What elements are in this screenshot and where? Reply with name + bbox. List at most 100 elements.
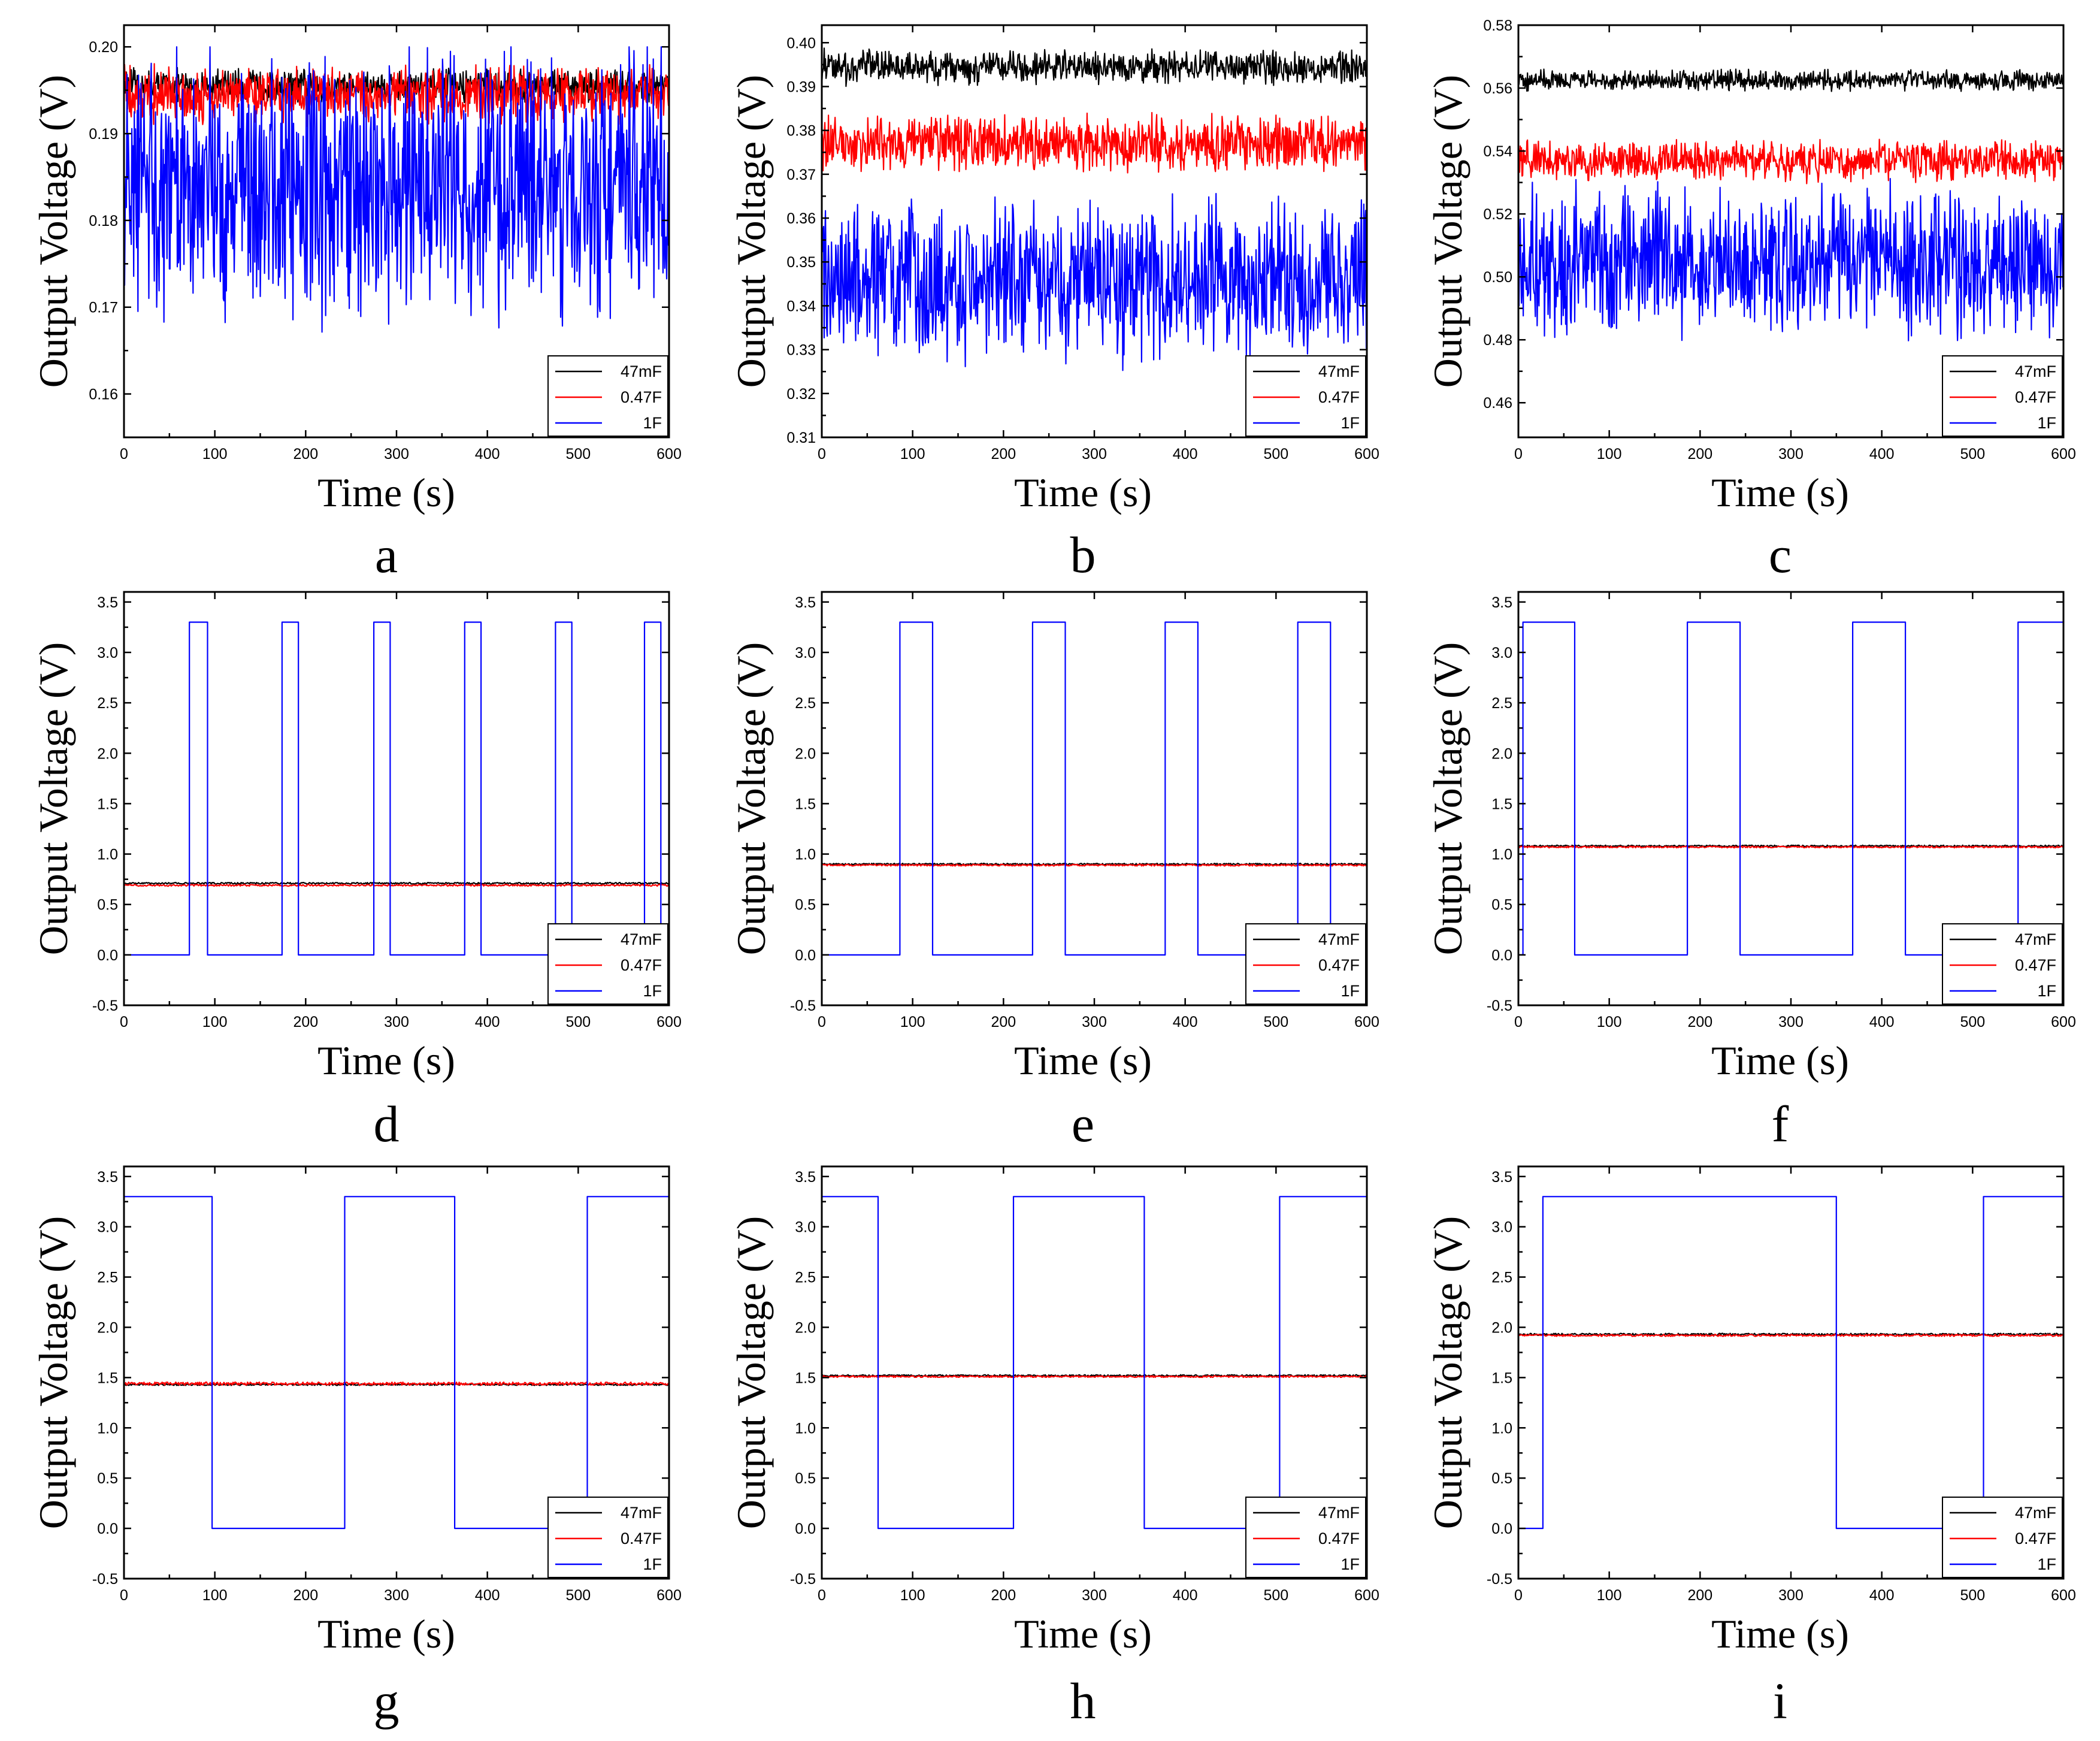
x-tick-label: 0 bbox=[120, 1587, 128, 1604]
x-tick-label: 200 bbox=[1687, 1014, 1712, 1030]
x-tick-label: 500 bbox=[565, 1014, 591, 1030]
panel-label: g bbox=[374, 1672, 400, 1730]
chart-panel-d: 0 100 200 300 400 500 600 -0.5 0.0 0.5 1.0 1.5 2.0 2.… bbox=[31, 591, 682, 1153]
x-tick-label: 100 bbox=[1597, 446, 1622, 463]
y-tick-label: 3.5 bbox=[795, 1169, 816, 1186]
legend-label: 1F bbox=[1341, 1555, 1360, 1573]
x-tick-label: 400 bbox=[475, 446, 500, 463]
x-tick-label: 400 bbox=[1869, 1587, 1895, 1604]
x-axis-label: Time (s) bbox=[1711, 1038, 1849, 1083]
x-tick-label: 0 bbox=[120, 446, 128, 463]
y-axis-label: Output Voltage (V) bbox=[728, 642, 774, 956]
series-line-1F bbox=[1518, 1196, 2063, 1530]
x-tick-label: 200 bbox=[293, 1587, 318, 1604]
legend-label: 1F bbox=[643, 982, 662, 1000]
x-tick-label: 300 bbox=[1778, 1014, 1804, 1030]
x-axis-label: Time (s) bbox=[1711, 1611, 1849, 1657]
y-tick-label: 0.18 bbox=[89, 213, 118, 229]
x-tick-label: 0 bbox=[1514, 446, 1523, 463]
y-tick-label: 1.5 bbox=[795, 1370, 816, 1386]
x-axis-label: Time (s) bbox=[317, 470, 455, 515]
series-line-0p47F bbox=[821, 111, 1368, 174]
x-tick-label: 300 bbox=[1778, 1587, 1804, 1604]
x-tick-label: 300 bbox=[1778, 446, 1804, 463]
y-tick-label: 0.5 bbox=[1491, 897, 1512, 914]
x-tick-label: 400 bbox=[1173, 1587, 1198, 1604]
y-tick-label: 1.0 bbox=[795, 847, 816, 863]
x-tick-label: 200 bbox=[293, 1014, 318, 1030]
x-tick-label: 400 bbox=[1173, 446, 1198, 463]
panel-label: b bbox=[1070, 526, 1096, 584]
x-tick-label: 200 bbox=[991, 1587, 1016, 1604]
x-tick-label: 600 bbox=[656, 1014, 682, 1030]
y-tick-label: -0.5 bbox=[1487, 1571, 1512, 1588]
legend-label: 0.47F bbox=[1318, 388, 1360, 406]
y-tick-label: 2.0 bbox=[795, 1319, 816, 1336]
y-axis-label: Output Voltage (V) bbox=[728, 75, 774, 388]
y-tick-label: 0.5 bbox=[795, 1470, 816, 1487]
y-tick-label: 2.0 bbox=[1491, 1319, 1512, 1336]
x-tick-label: 600 bbox=[1354, 446, 1379, 463]
legend-box bbox=[547, 1497, 668, 1578]
chart-panel-h: 0 100 200 300 400 500 600 -0.5 0.0 0.5 1.0 1.5 2.0 2.… bbox=[728, 1165, 1379, 1730]
x-tick-label: 400 bbox=[475, 1587, 500, 1604]
y-tick-label: 0.50 bbox=[1483, 269, 1512, 286]
y-tick-label: 2.0 bbox=[1491, 745, 1512, 762]
y-tick-label: 3.0 bbox=[795, 1219, 816, 1236]
y-axis-label: Output Voltage (V) bbox=[1425, 1216, 1470, 1530]
panel-label: f bbox=[1772, 1095, 1789, 1153]
y-tick-label: -0.5 bbox=[790, 998, 816, 1014]
x-tick-label: 0 bbox=[1514, 1587, 1523, 1604]
series-line-1F bbox=[124, 1196, 669, 1530]
panel-label: h bbox=[1070, 1672, 1096, 1730]
x-tick-label: 300 bbox=[1082, 1587, 1107, 1604]
y-tick-label: 0.0 bbox=[795, 1521, 816, 1537]
x-tick-label: 500 bbox=[1960, 1587, 1985, 1604]
legend: 47mF 0.47F 1F bbox=[1942, 923, 2063, 1005]
chart-panel-c: 0 100 200 300 400 500 600 0.46 0.48 0.50 0.52 0.54 0… bbox=[1425, 17, 2076, 584]
x-tick-label: 400 bbox=[1869, 1014, 1895, 1030]
legend: 47mF 0.47F 1F bbox=[1245, 355, 1366, 437]
y-tick-label: 2.5 bbox=[1491, 1270, 1512, 1286]
x-tick-label: 300 bbox=[1082, 1014, 1107, 1030]
y-tick-label: 3.5 bbox=[97, 1169, 118, 1186]
x-tick-label: 200 bbox=[991, 446, 1016, 463]
y-tick-label: 0.38 bbox=[786, 123, 816, 140]
y-tick-label: 2.5 bbox=[795, 695, 816, 712]
y-tick-label: 0.46 bbox=[1483, 395, 1512, 412]
panel-label: a bbox=[375, 526, 398, 584]
legend-label: 1F bbox=[643, 1555, 662, 1573]
x-tick-label: 0 bbox=[818, 446, 826, 463]
legend: 47mF 0.47F 1F bbox=[1942, 355, 2063, 437]
y-tick-label: 0.0 bbox=[97, 1521, 118, 1537]
x-axis-label: Time (s) bbox=[1014, 470, 1152, 515]
y-tick-label: 3.5 bbox=[1491, 594, 1512, 611]
y-tick-label: 1.0 bbox=[97, 1420, 118, 1437]
x-tick-label: 600 bbox=[1354, 1014, 1379, 1030]
y-tick-label: 1.5 bbox=[1491, 1370, 1512, 1386]
y-tick-label: 0.31 bbox=[786, 430, 816, 446]
legend-label: 0.47F bbox=[2015, 1530, 2056, 1547]
legend-label: 0.47F bbox=[621, 1530, 662, 1547]
x-tick-label: 500 bbox=[1263, 1014, 1288, 1030]
x-tick-label: 600 bbox=[2051, 1014, 2076, 1030]
legend-label: 47mF bbox=[2015, 1504, 2056, 1522]
y-tick-label: 0.54 bbox=[1483, 143, 1512, 160]
x-tick-label: 300 bbox=[384, 446, 409, 463]
y-axis-label: Output Voltage (V) bbox=[728, 1216, 774, 1530]
x-tick-label: 500 bbox=[1263, 1587, 1288, 1604]
series-line-1F bbox=[1517, 178, 2065, 341]
x-tick-label: 100 bbox=[1597, 1587, 1622, 1604]
legend-label: 0.47F bbox=[621, 956, 662, 974]
y-tick-label: 0.58 bbox=[1483, 17, 1512, 34]
y-tick-label: 0.32 bbox=[786, 386, 816, 403]
x-tick-label: 0 bbox=[1514, 1014, 1523, 1030]
legend: 47mF 0.47F 1F bbox=[547, 1497, 668, 1578]
y-axis-label: Output Voltage (V) bbox=[31, 1216, 76, 1530]
legend: 47mF 0.47F 1F bbox=[547, 923, 668, 1005]
y-tick-label: 0.0 bbox=[97, 947, 118, 964]
y-tick-label: 0.0 bbox=[1491, 1521, 1512, 1537]
panel-label: i bbox=[1773, 1672, 1787, 1730]
legend-label: 1F bbox=[643, 414, 662, 432]
x-tick-label: 400 bbox=[1173, 1014, 1198, 1030]
